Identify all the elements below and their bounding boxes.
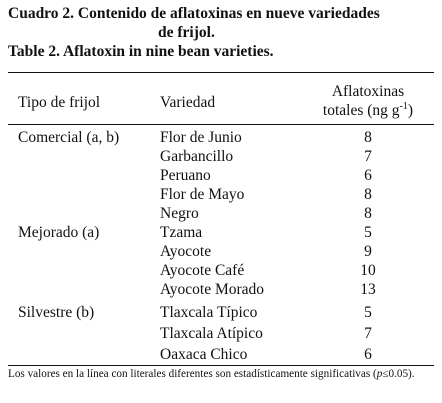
table-top-rule — [8, 72, 434, 73]
header-aflatoxinas-line1: Aflatoxinas — [331, 83, 405, 100]
table-row-variedad: Flor de Mayo — [160, 186, 245, 203]
table-row-variedad: Ayocote Café — [160, 262, 245, 279]
header-aflatoxinas-totales: Aflatoxinas totales (ng g-1) — [300, 82, 436, 120]
group-label-mejorado: Mejorado (a) — [18, 224, 100, 241]
table-row-valor: 8 — [364, 129, 372, 146]
table-row-valor: 5 — [364, 304, 372, 321]
table-row-variedad: Tlaxcala Atípico — [160, 325, 263, 342]
header-bottom-rule — [8, 124, 434, 125]
footnote-text-after: ≤0.05). — [382, 368, 415, 380]
footnote-text-before: Los valores en la línea con literales di… — [8, 368, 377, 380]
header-units-close: ) — [407, 102, 414, 119]
caption-spanish-line2: de frijol. — [158, 24, 215, 41]
table-row-variedad: Tlaxcala Típico — [160, 304, 258, 321]
table-bottom-rule — [8, 365, 434, 366]
table-row-variedad: Ayocote Morado — [160, 281, 265, 298]
table-caption: Cuadro 2. Contenido de aflatoxinas en nu… — [8, 4, 436, 61]
header-units-exponent: -1 — [399, 100, 408, 112]
table-row-variedad: Oaxaca Chico — [160, 346, 248, 363]
table-row-valor: 7 — [364, 148, 372, 165]
table-row-variedad: Garbancillo — [160, 148, 234, 165]
table-row-valor: 7 — [364, 325, 372, 342]
table-row-variedad: Flor de Junio — [160, 129, 242, 146]
caption-spanish-line1: Cuadro 2. Contenido de aflatoxinas en nu… — [8, 5, 380, 22]
table-row-valor: 13 — [360, 281, 376, 298]
header-variedad: Variedad — [160, 94, 216, 111]
table-row-valor: 8 — [364, 186, 372, 203]
table-row-valor: 6 — [364, 167, 372, 184]
table-row-valor: 10 — [360, 262, 376, 279]
table-row-valor: 8 — [364, 205, 372, 222]
caption-english: Table 2. Aflatoxin in nine bean varietie… — [8, 43, 274, 60]
footnote-p-symbol: p — [376, 368, 383, 380]
header-tipo-de-frijol: Tipo de frijol — [18, 94, 101, 111]
table-row-variedad: Negro — [160, 205, 199, 222]
group-label-silvestre: Silvestre (b) — [18, 304, 95, 321]
table-row-valor: 5 — [364, 224, 372, 241]
table-row-variedad: Peruano — [160, 167, 211, 184]
table-row-variedad: Tzama — [160, 224, 203, 241]
group-label-comercial: Comercial (a, b) — [18, 129, 120, 146]
table-row-valor: 6 — [364, 346, 372, 363]
header-aflatoxinas-line2: totales (ng g — [322, 102, 400, 119]
table-row-valor: 9 — [364, 243, 372, 260]
table-row-variedad: Ayocote — [160, 243, 212, 260]
table-footnote: Los valores en la línea con literales di… — [8, 367, 436, 382]
